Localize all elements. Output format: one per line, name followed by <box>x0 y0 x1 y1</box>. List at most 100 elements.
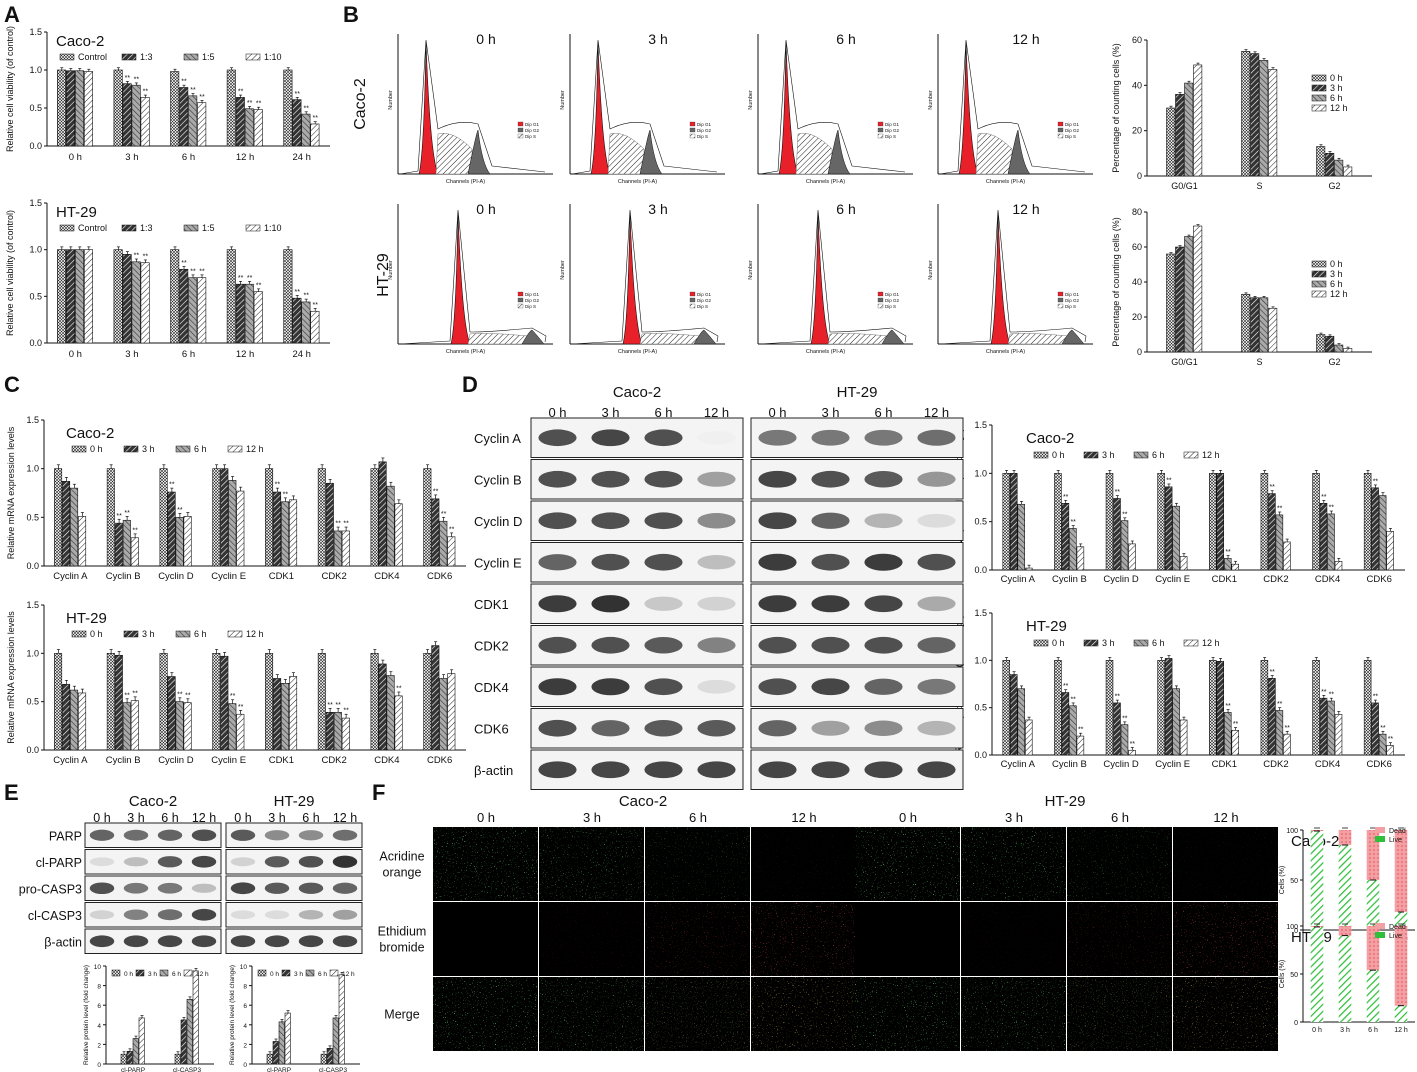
red-fluorescence <box>751 902 856 976</box>
bar <box>228 480 237 567</box>
green-fluorescence <box>961 827 1066 901</box>
blot-band <box>917 637 956 654</box>
x-tick-label: Cyclin D <box>158 571 194 582</box>
blot-band <box>644 596 683 611</box>
x-tick-label: cl-PARP <box>267 1067 291 1072</box>
significance-label: ** <box>143 89 149 96</box>
bar <box>1216 660 1225 756</box>
blot-band <box>644 553 683 571</box>
legend-label: 12 h <box>246 444 264 454</box>
bar <box>378 461 387 567</box>
flow-time-label: 6 h <box>836 31 855 47</box>
blot-band <box>811 636 850 654</box>
bar <box>431 498 440 567</box>
bar <box>159 468 168 567</box>
y-tick-label: 0.5 <box>974 517 987 527</box>
chart-title: Caco-2 <box>1026 430 1074 447</box>
x-tick-label: CDK4 <box>374 571 399 582</box>
legend-swatch <box>227 445 243 453</box>
bar <box>179 268 189 344</box>
flow-legend-label: Dip S <box>525 304 536 309</box>
legend-label: 1:3 <box>140 52 153 62</box>
significance-label: ** <box>1070 696 1076 703</box>
bar <box>1386 531 1394 571</box>
legend-swatch <box>183 53 199 61</box>
s-phase <box>1007 333 1069 345</box>
legend-swatch <box>1183 451 1199 459</box>
blot-lane-label: 0 h <box>548 405 566 420</box>
flow-legend-label: Dip G2 <box>697 298 712 303</box>
micro-group-label: HT-29 <box>1045 793 1086 810</box>
y-tick-label: 1.5 <box>29 27 42 37</box>
red-fluorescence <box>751 977 856 1051</box>
bar <box>394 503 403 567</box>
blot-band <box>864 678 903 695</box>
flow-y-label: Number <box>388 260 394 280</box>
stacked-bar-live <box>1366 880 1380 930</box>
significance-label: ** <box>185 692 191 699</box>
bar <box>1334 713 1343 756</box>
chart-ht-29: 0.0 0.5 1.0 1.5 Relative cell viability (of … <box>5 198 330 360</box>
bar <box>1164 486 1173 571</box>
x-tick-label: Cyclin B <box>1052 574 1087 585</box>
blot-lane-label: 12 h <box>704 405 729 420</box>
bar <box>1128 543 1136 571</box>
protein-label: Cyclin A <box>474 431 521 446</box>
bar <box>1268 493 1276 571</box>
bar <box>140 97 150 147</box>
x-tick-label: cl-CASP3 <box>173 1067 202 1072</box>
blot-band <box>758 429 797 446</box>
bar <box>1054 473 1062 571</box>
significance-label: ** <box>125 75 131 82</box>
flow-y-label: Number <box>560 90 566 110</box>
legend-label: 12 h <box>196 971 209 978</box>
blot-band <box>332 909 358 920</box>
micro-time-label: 0 h <box>899 810 917 825</box>
bar <box>1268 678 1276 756</box>
red-fluorescence <box>961 902 1066 976</box>
legend-label: Live <box>1389 933 1402 940</box>
blot-band <box>157 829 183 841</box>
bar <box>114 654 123 751</box>
bar <box>70 689 79 751</box>
blot-band <box>758 553 797 571</box>
bar <box>320 1053 327 1065</box>
bar <box>66 249 76 344</box>
legend-swatch <box>1375 923 1385 929</box>
significance-label: ** <box>1269 484 1275 491</box>
legend-label: 12 h <box>1330 103 1348 113</box>
legend-label: 6 h <box>1330 93 1343 103</box>
micro-time-label: 6 h <box>1111 810 1129 825</box>
g2-peak <box>639 129 663 175</box>
significance-label: ** <box>1225 703 1231 710</box>
blot-band <box>864 429 903 446</box>
significance-label: ** <box>294 289 300 296</box>
flow-legend-label: Dip G1 <box>525 292 540 297</box>
legend-label: 1:10 <box>264 223 282 233</box>
flow-legend-label: Dip S <box>697 304 708 309</box>
histogram-outline <box>939 209 1087 345</box>
blot-band <box>538 512 577 530</box>
blot-band <box>811 470 850 488</box>
blot-band <box>644 720 683 737</box>
flow-legend-label: Dip S <box>525 134 536 139</box>
y-tick-label: 0.0 <box>26 561 39 571</box>
bar <box>1259 297 1269 353</box>
x-tick-label: CDK1 <box>1212 574 1237 585</box>
y-tick-label: 1.0 <box>26 464 39 474</box>
s-phase <box>639 333 701 345</box>
bar <box>1316 146 1326 177</box>
bar <box>236 490 245 567</box>
bar <box>244 108 254 147</box>
blot-band <box>591 678 630 696</box>
protein-label: CDK4 <box>474 680 509 695</box>
y-tick-label: 0.0 <box>29 338 42 348</box>
legend-label: 3 h <box>1102 450 1115 460</box>
blot-band <box>644 678 683 696</box>
x-tick-label: Cyclin A <box>53 571 88 582</box>
x-tick-label: CDK1 <box>269 755 294 766</box>
